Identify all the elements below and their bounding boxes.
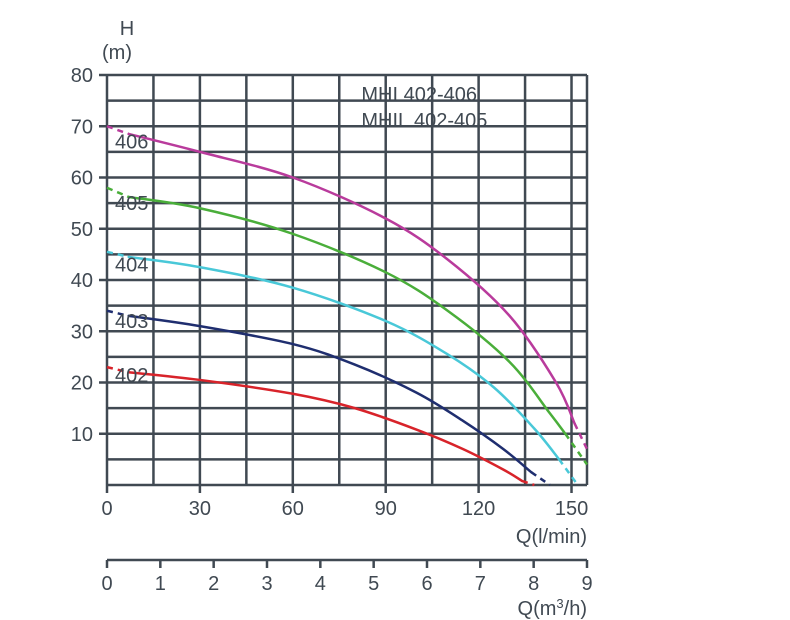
x2-tick-label: 5 <box>368 573 379 595</box>
y-tick-label: 50 <box>71 219 93 241</box>
y-tick-label: 30 <box>71 321 93 343</box>
grid <box>107 75 587 485</box>
x2-tick-label: 0 <box>101 573 112 595</box>
x2-tick-label: 7 <box>475 573 486 595</box>
x-axis-label-lmin: Q(l/min) <box>516 526 587 548</box>
chart-title: MHI 402-406 MHIL 402-405 <box>361 84 487 132</box>
series-label-406: 406 <box>115 132 148 154</box>
series-label-403: 403 <box>115 311 148 333</box>
x-axis-secondary: 0 1 2 3 4 5 6 7 8 9Q(m3/h) <box>101 560 592 620</box>
title-line: MHIL 402-405 <box>361 110 487 132</box>
y-tick-label: 20 <box>71 373 93 395</box>
curve-404 <box>107 252 578 485</box>
y-axis-label-H: H <box>120 18 134 40</box>
y-tick-label: 40 <box>71 270 93 292</box>
x-tick-label: 90 <box>375 498 397 520</box>
x2-tick-label: 9 <box>581 573 592 595</box>
y-tick-label: 70 <box>71 116 93 138</box>
y-tick-label: 80 <box>71 65 93 87</box>
y-axis-label-m: (m) <box>102 42 132 64</box>
x-axis-label-m3h: Q(m3/h) <box>518 596 587 620</box>
pump-curve-chart: 1020304050607080H(m)0306090120150Q(l/min… <box>0 0 790 620</box>
series-label-402: 402 <box>115 365 148 387</box>
y-tick-label: 60 <box>71 168 93 190</box>
series-label-404: 404 <box>115 255 148 277</box>
x-tick-label: 120 <box>462 498 495 520</box>
curve-406 <box>107 126 587 449</box>
x-axis-primary: 0 30 60 90 120 150 Q(l/min) <box>101 485 588 548</box>
x-tick-label: 60 <box>282 498 304 520</box>
x2-tick-label: 8 <box>528 573 539 595</box>
x2-tick-label: 6 <box>421 573 432 595</box>
series-labels: 406 405 404 403 402 <box>115 132 148 387</box>
series-label-405: 405 <box>115 193 148 215</box>
x2-tick-label: 3 <box>261 573 272 595</box>
x-tick-label: 150 <box>555 498 588 520</box>
x2-tick-label: 4 <box>315 573 326 595</box>
x2-tick-label: 2 <box>208 573 219 595</box>
x2-tick-label: 1 <box>155 573 166 595</box>
x-tick-label: 30 <box>189 498 211 520</box>
title-line: MHI 402-406 <box>361 84 477 106</box>
x-tick-label: 0 <box>101 498 112 520</box>
y-tick-label: 10 <box>71 424 93 446</box>
